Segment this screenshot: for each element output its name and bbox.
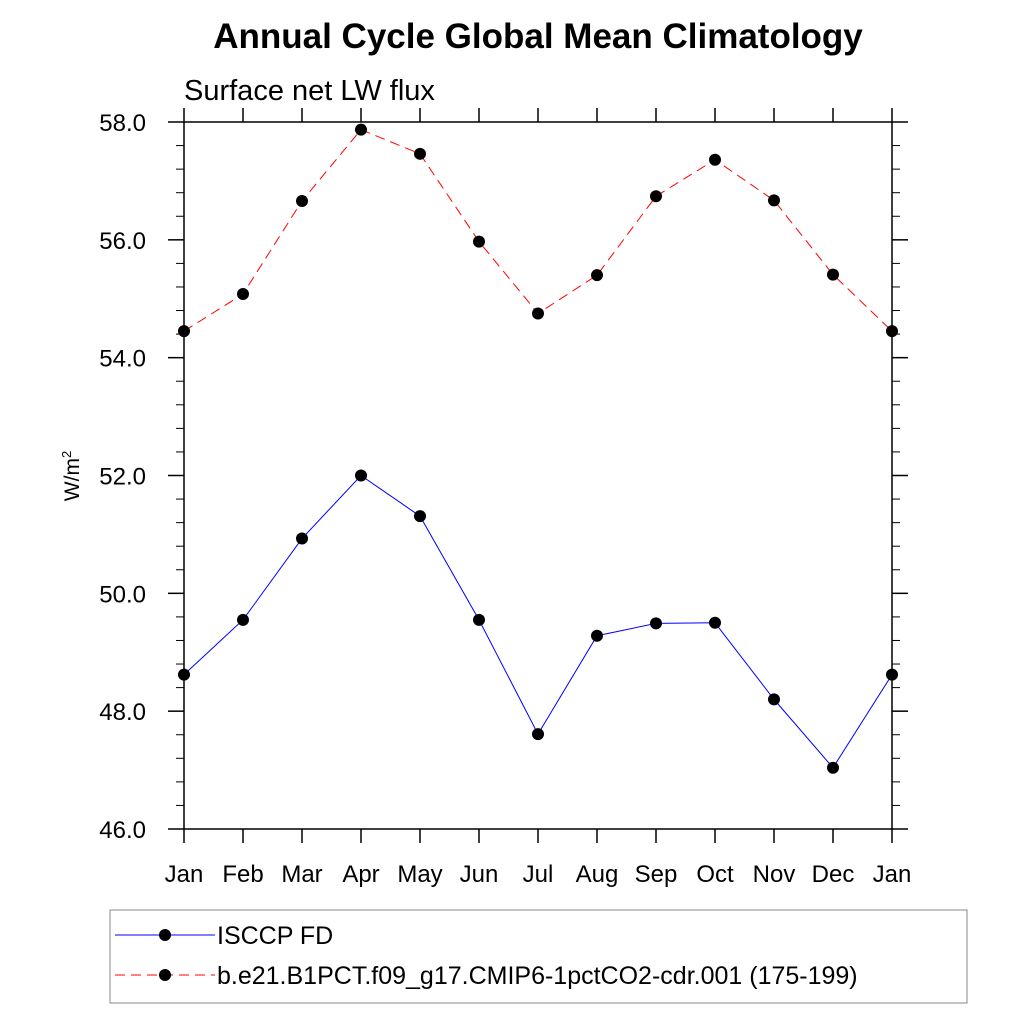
series-0-point [768, 693, 780, 706]
series-0-point [827, 761, 839, 774]
y-tick-label: 54.0 [99, 346, 146, 373]
series-0-point [591, 629, 603, 642]
series-1-point [591, 269, 603, 282]
series-1-point [473, 235, 485, 248]
series-0-point [886, 668, 898, 681]
series-1-point [886, 325, 898, 338]
series-line-0 [183, 474, 893, 769]
series-1-point [296, 194, 308, 207]
legend-label-0: ISCCP FD [217, 922, 333, 950]
x-tick-label: Jul [523, 861, 554, 888]
series-0-point [237, 613, 249, 626]
x-tick-label: Oct [696, 861, 734, 888]
chart-title: Annual Cycle Global Mean Climatology [213, 17, 863, 56]
y-tick-label: 46.0 [99, 817, 146, 844]
plot-area: 46.0 48.0 50.0 52.0 54.0 56.0 58.0 Jan Feb Mar Apr… [99, 108, 911, 888]
chart-subtitle: Surface net LW flux [184, 75, 435, 107]
legend-marker-0 [159, 929, 171, 941]
series-1-point [768, 194, 780, 207]
x-tick-label: Mar [281, 861, 322, 888]
x-tick-label: Jun [460, 861, 499, 888]
series-1-point [709, 153, 721, 166]
x-tick-label: Jan [873, 861, 912, 888]
series-0-point [414, 510, 426, 523]
x-tick-label: Jan [165, 861, 204, 888]
y-tick-label: 58.0 [99, 110, 146, 137]
y-tick-label: 52.0 [99, 464, 146, 491]
series-0-point [355, 469, 367, 482]
series-line-1 [183, 129, 893, 332]
legend-label-1: b.e21.B1PCT.f09_g17.CMIP6-1pctCO2-cdr.00… [217, 962, 858, 990]
y-axis-label: W/m2 [59, 451, 84, 501]
legend-marker-1 [159, 969, 171, 981]
series-1-point [650, 190, 662, 203]
x-tick-label: Sep [635, 861, 678, 888]
series-1-point [414, 147, 426, 160]
x-tick-label: Feb [222, 861, 263, 888]
series-0-point [296, 532, 308, 545]
plot-frame [183, 121, 893, 830]
y-axis-label-base: W/m [61, 458, 84, 501]
series-0-point [532, 728, 544, 741]
y-tick-label: 56.0 [99, 228, 146, 255]
series-1-point [237, 288, 249, 301]
x-tick-label: May [397, 861, 442, 888]
series-0-point [650, 617, 662, 630]
series-1-point [532, 307, 544, 320]
x-tick-label: Aug [576, 861, 619, 888]
x-tick-label: Dec [812, 861, 855, 888]
series-1-point [827, 268, 839, 281]
series-0-point [178, 668, 190, 681]
x-tick-label: Nov [753, 861, 796, 888]
series-1-point [355, 123, 367, 136]
legend: ISCCP FD b.e21.B1PCT.f09_g17.CMIP6-1pctCO… [115, 922, 858, 990]
series-0-point [473, 613, 485, 626]
y-axis-label-sup: 2 [59, 451, 74, 458]
y-tick-label: 50.0 [99, 581, 146, 608]
legend-box [109, 909, 968, 1004]
y-tick-label: 48.0 [99, 699, 146, 726]
series-0-point [709, 616, 721, 629]
series-1-point [178, 325, 190, 338]
x-tick-label: Apr [342, 861, 379, 888]
